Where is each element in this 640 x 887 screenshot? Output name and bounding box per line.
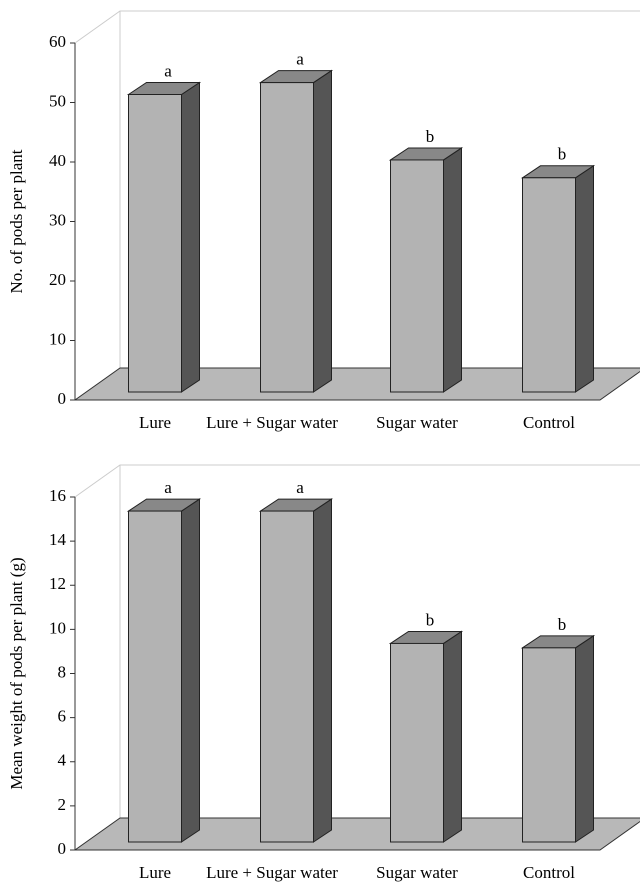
- y-tick-label: 40: [49, 151, 66, 170]
- bar: [126, 498, 202, 843]
- annotation: b: [426, 127, 435, 146]
- bar-front: [260, 510, 314, 843]
- bar: [520, 164, 596, 393]
- annotation: a: [296, 50, 304, 69]
- bar-side: [181, 498, 200, 843]
- bar-front: [390, 642, 444, 843]
- annotation: a: [164, 61, 172, 80]
- bar: [258, 69, 334, 393]
- y-tick-label: 4: [58, 751, 67, 770]
- y-tick-label: 2: [58, 795, 67, 814]
- x-tick-label: Lure + Sugar water: [206, 863, 338, 882]
- bar-front: [128, 94, 182, 393]
- bar: [388, 630, 464, 843]
- floor: [73, 367, 640, 401]
- y-axis-title: No. of pods per plant: [7, 149, 26, 293]
- bar-side: [313, 498, 332, 843]
- y-tick-label: 50: [49, 91, 66, 110]
- bar-side: [443, 147, 462, 393]
- bar-side: [443, 630, 462, 843]
- x-tick-label: Lure: [139, 413, 171, 432]
- floor: [73, 817, 640, 851]
- annotation: a: [164, 478, 172, 497]
- x-tick-label: Control: [523, 863, 575, 882]
- y-tick-label: 16: [49, 486, 66, 505]
- bar: [258, 498, 334, 843]
- annotation: b: [558, 615, 567, 634]
- x-tick-label: Lure: [139, 863, 171, 882]
- x-tick-label: Sugar water: [376, 413, 458, 432]
- y-tick-label: 10: [49, 329, 66, 348]
- bar-front: [260, 82, 314, 393]
- y-axis-title: Mean weight of pods per plant (g): [7, 557, 26, 789]
- y-tick-label: 0: [58, 839, 67, 858]
- y-tick-label: 30: [49, 210, 66, 229]
- bar-side: [575, 634, 594, 843]
- annotation: b: [426, 610, 435, 629]
- y-tick-label: 12: [49, 574, 66, 593]
- bar-front: [522, 647, 576, 843]
- bar-front: [128, 510, 182, 843]
- annotation: a: [296, 478, 304, 497]
- y-tick-label: 10: [49, 618, 66, 637]
- x-tick-label: Lure + Sugar water: [206, 413, 338, 432]
- y-tick-label: 0: [58, 389, 67, 408]
- annotation: b: [558, 145, 567, 164]
- x-tick-label: Control: [523, 413, 575, 432]
- bar-side: [575, 164, 594, 393]
- y-tick-label: 20: [49, 270, 66, 289]
- y-tick-label: 8: [58, 662, 67, 681]
- bar: [520, 634, 596, 843]
- bar: [126, 81, 202, 393]
- bar-front: [390, 159, 444, 393]
- bar-side: [181, 81, 200, 393]
- y-tick-label: 60: [49, 32, 66, 51]
- y-tick-label: 6: [58, 707, 67, 726]
- bar-front: [522, 177, 576, 393]
- bar: [388, 147, 464, 393]
- bar-side: [313, 69, 332, 393]
- y-tick-label: 14: [49, 530, 67, 549]
- x-tick-label: Sugar water: [376, 863, 458, 882]
